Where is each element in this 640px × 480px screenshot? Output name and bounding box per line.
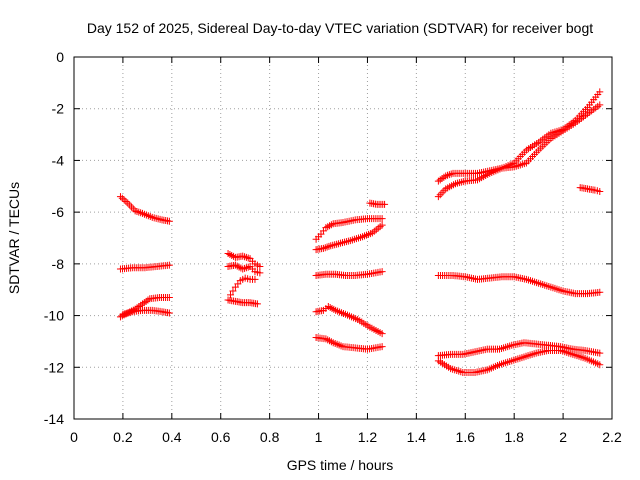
- data-point: [378, 343, 386, 351]
- series-arc-c5: [312, 303, 386, 338]
- grid-lines: [74, 57, 612, 419]
- y-axis-label: SDTVAR / TECUs: [6, 182, 22, 294]
- series-arc-c4: [312, 268, 386, 279]
- x-tick-label: 0: [70, 429, 78, 445]
- x-tick-label: 0.6: [211, 429, 231, 445]
- x-axis-label: GPS time / hours: [287, 457, 394, 473]
- data-point: [596, 288, 604, 296]
- series-arc-d5: [434, 339, 604, 360]
- data-point: [165, 217, 173, 225]
- series-arc-d4: [434, 271, 604, 298]
- y-tick-label: -14: [44, 411, 64, 427]
- x-tick-label: 2: [559, 429, 567, 445]
- series-arc-b4: [224, 296, 261, 308]
- data-point: [378, 330, 386, 338]
- x-tick-label: 1.6: [456, 429, 476, 445]
- x-tick-label: 1.8: [504, 429, 524, 445]
- data-point: [165, 293, 173, 301]
- series-arc-b3: [227, 274, 259, 299]
- x-tick-label: 1: [315, 429, 323, 445]
- x-tick-label: 0.4: [162, 429, 182, 445]
- data-point: [251, 275, 259, 283]
- data-point: [229, 287, 237, 295]
- series-arc-d6: [434, 346, 604, 376]
- data-point: [378, 215, 386, 223]
- data-point: [253, 300, 261, 308]
- series-arc-d2: [434, 88, 604, 201]
- series-arc-c3: [366, 199, 389, 208]
- series-arc-b2: [224, 261, 264, 277]
- x-tick-label: 0.2: [113, 429, 133, 445]
- x-tick-label: 1.4: [407, 429, 427, 445]
- y-tick-label: -10: [44, 308, 64, 324]
- data-point: [596, 361, 604, 369]
- plot-frame: [73, 56, 613, 420]
- data-point: [596, 101, 604, 109]
- series-arc-d3: [576, 184, 604, 195]
- data-point: [227, 291, 235, 299]
- y-tick-label: -12: [44, 359, 64, 375]
- y-tick-label: 0: [56, 49, 64, 65]
- data-point: [596, 349, 604, 357]
- y-tick-label: -4: [52, 152, 65, 168]
- series-arc-b1: [224, 250, 264, 270]
- data-point: [256, 269, 264, 277]
- y-tick-label: -6: [52, 204, 65, 220]
- y-tick-label: -2: [52, 101, 65, 117]
- x-tick-label: 0.8: [260, 429, 280, 445]
- y-tick-label: -8: [52, 256, 65, 272]
- series-arc-a1: [116, 193, 173, 225]
- series-arc-a4: [119, 306, 173, 318]
- data-point: [596, 88, 604, 96]
- data-point: [381, 200, 389, 208]
- data-point: [165, 309, 173, 317]
- data-point: [378, 268, 386, 276]
- data-point: [165, 261, 173, 269]
- chart-title: Day 152 of 2025, Sidereal Day-to-day VTE…: [87, 20, 593, 36]
- series-arc-c2: [312, 221, 386, 254]
- data-point: [256, 262, 264, 270]
- x-tick-labels: 0 0.2 0.4 0.6 0.8 1 1.2 1.4 1.6 1.8 2 2.2: [70, 429, 622, 445]
- x-tick-label: 1.2: [358, 429, 378, 445]
- data-point: [596, 187, 604, 195]
- series-arc-a2: [116, 261, 173, 273]
- x-tick-label: 2.2: [602, 429, 622, 445]
- data-markers: [116, 88, 604, 376]
- series-arc-c6: [312, 334, 386, 353]
- series-arc-c1: [312, 215, 386, 243]
- data-point: [378, 221, 386, 229]
- y-tick-labels: 0 -2 -4 -6 -8 -10 -12 -14: [44, 49, 64, 427]
